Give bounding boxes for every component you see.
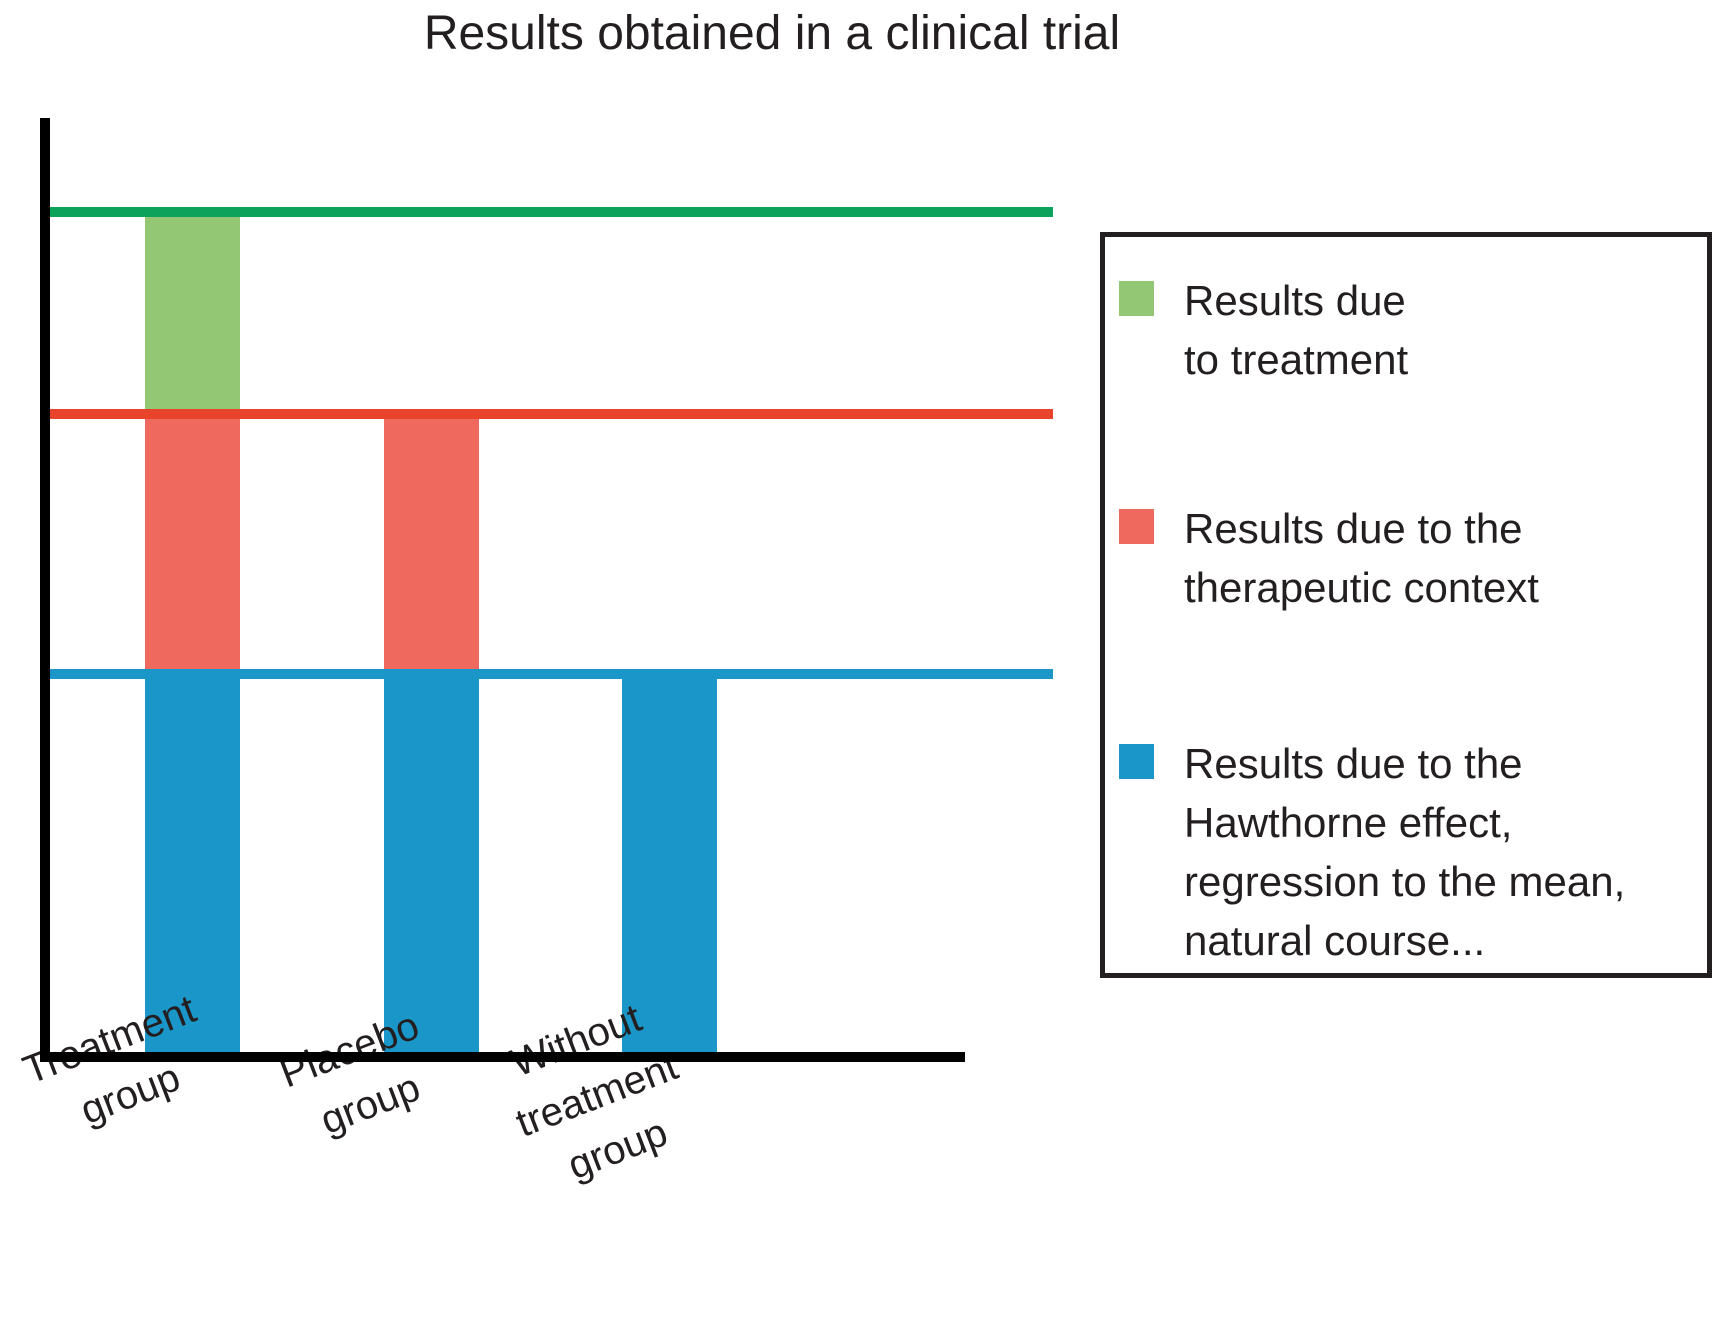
legend-label-line: regression to the mean, bbox=[1184, 858, 1626, 905]
legend-label-line: Results due bbox=[1184, 277, 1406, 324]
legend-label: Results due to treatment bbox=[1184, 271, 1408, 389]
reference-line bbox=[50, 669, 1053, 679]
legend-swatch bbox=[1119, 509, 1154, 544]
bar-segment bbox=[145, 413, 240, 674]
legend-label-line: natural course... bbox=[1184, 917, 1486, 964]
bar-segment bbox=[384, 413, 479, 674]
bar-segment bbox=[384, 674, 479, 1052]
legend-swatch bbox=[1119, 281, 1154, 316]
bar-segment bbox=[145, 212, 240, 414]
bar-segment bbox=[622, 674, 717, 1052]
y-axis-line bbox=[40, 118, 50, 1062]
reference-line bbox=[50, 408, 1053, 419]
x-axis-line bbox=[40, 1052, 965, 1062]
bar-segment bbox=[145, 674, 240, 1052]
legend-label-line: Results due to the bbox=[1184, 740, 1523, 787]
legend-swatch bbox=[1119, 744, 1154, 779]
legend-item-therapeutic-context: Results due to the therapeutic context bbox=[1119, 499, 1539, 617]
chart-title: Results obtained in a clinical trial bbox=[423, 7, 1121, 60]
legend-label-line: therapeutic context bbox=[1184, 564, 1539, 611]
legend-label: Results due to the therapeutic context bbox=[1184, 499, 1539, 617]
legend-label-line: to treatment bbox=[1184, 336, 1409, 383]
legend-label-line: Results due to the bbox=[1184, 505, 1523, 552]
legend: Results due to treatment Results due to … bbox=[1100, 232, 1712, 978]
legend-label-line: Hawthorne effect, bbox=[1184, 799, 1513, 846]
legend-item-hawthorne-effect: Results due to the Hawthorne effect, reg… bbox=[1119, 734, 1625, 970]
reference-line bbox=[50, 207, 1053, 217]
legend-label: Results due to the Hawthorne effect, reg… bbox=[1184, 734, 1625, 970]
legend-item-treatment: Results due to treatment bbox=[1119, 271, 1408, 389]
